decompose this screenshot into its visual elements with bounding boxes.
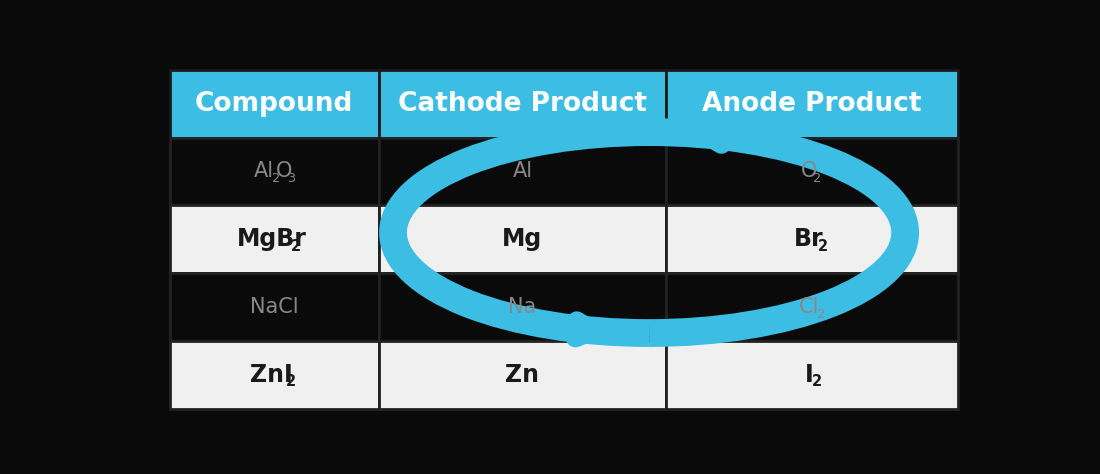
Text: 2: 2 xyxy=(817,238,828,254)
Text: 2: 2 xyxy=(817,308,826,320)
Text: MgBr: MgBr xyxy=(236,228,306,251)
Bar xyxy=(169,205,378,273)
Text: Cathode Product: Cathode Product xyxy=(398,91,647,117)
Text: ZnI: ZnI xyxy=(250,363,293,387)
Bar xyxy=(667,70,958,137)
Text: Al: Al xyxy=(254,162,274,182)
Bar xyxy=(169,70,378,137)
Bar xyxy=(169,137,378,205)
Bar xyxy=(378,70,667,137)
Bar xyxy=(378,137,667,205)
Bar xyxy=(169,341,378,409)
Text: Al: Al xyxy=(513,162,532,182)
Bar xyxy=(667,137,958,205)
Bar xyxy=(667,273,958,341)
Text: O: O xyxy=(276,162,293,182)
Text: 2: 2 xyxy=(292,238,301,254)
Text: Compound: Compound xyxy=(195,91,353,117)
Text: Anode Product: Anode Product xyxy=(702,91,922,117)
Text: Zn: Zn xyxy=(505,363,539,387)
Text: NaCl: NaCl xyxy=(250,297,298,317)
Text: O: O xyxy=(801,162,817,182)
Bar xyxy=(169,273,378,341)
Text: 2: 2 xyxy=(813,172,821,185)
Bar xyxy=(378,341,667,409)
Text: 2: 2 xyxy=(286,374,296,390)
Bar xyxy=(667,341,958,409)
Text: 2: 2 xyxy=(812,374,823,390)
Bar xyxy=(378,273,667,341)
Text: I: I xyxy=(804,363,813,387)
Text: 3: 3 xyxy=(287,172,296,185)
Text: Cl: Cl xyxy=(799,297,820,317)
Text: Na: Na xyxy=(508,297,537,317)
Text: Mg: Mg xyxy=(503,228,542,251)
Bar xyxy=(667,205,958,273)
Text: 2: 2 xyxy=(273,172,280,185)
Text: Br: Br xyxy=(794,228,824,251)
Bar xyxy=(378,205,667,273)
